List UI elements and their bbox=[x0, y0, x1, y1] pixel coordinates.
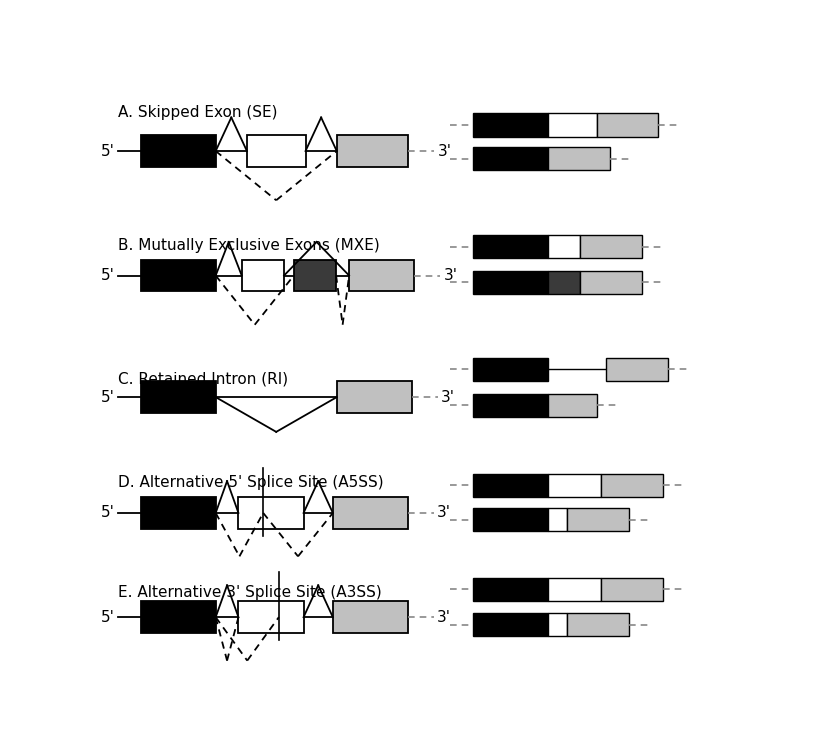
Text: 3': 3' bbox=[441, 390, 455, 405]
Text: 3': 3' bbox=[437, 610, 451, 625]
Bar bbox=[141, 381, 216, 413]
Bar bbox=[548, 147, 610, 170]
Bar bbox=[548, 474, 601, 497]
Bar bbox=[247, 135, 306, 167]
Text: 5': 5' bbox=[101, 390, 115, 405]
Bar bbox=[473, 578, 548, 601]
Bar bbox=[548, 271, 580, 294]
Text: 3': 3' bbox=[444, 268, 458, 283]
Bar bbox=[473, 613, 548, 636]
Bar bbox=[548, 578, 601, 601]
Bar bbox=[239, 497, 303, 529]
Text: 5': 5' bbox=[101, 505, 115, 520]
Text: C. Retained Intron (RI): C. Retained Intron (RI) bbox=[118, 371, 288, 386]
Bar bbox=[473, 393, 548, 417]
Bar bbox=[580, 271, 642, 294]
Bar bbox=[601, 474, 663, 497]
Bar bbox=[473, 474, 548, 497]
Bar bbox=[473, 147, 548, 170]
Text: B. Mutually Exclusive Exons (MXE): B. Mutually Exclusive Exons (MXE) bbox=[118, 238, 380, 253]
Bar bbox=[606, 358, 668, 381]
Bar bbox=[473, 271, 548, 294]
Bar bbox=[548, 508, 567, 532]
Bar bbox=[580, 235, 642, 258]
Bar bbox=[333, 602, 407, 633]
Bar bbox=[567, 613, 629, 636]
Bar bbox=[239, 602, 303, 633]
Bar bbox=[548, 613, 567, 636]
Bar bbox=[548, 114, 596, 137]
Bar bbox=[548, 393, 597, 417]
Text: 5': 5' bbox=[101, 144, 115, 159]
Text: 5': 5' bbox=[101, 268, 115, 283]
Bar bbox=[548, 235, 580, 258]
Bar bbox=[337, 381, 412, 413]
Text: 3': 3' bbox=[438, 144, 452, 159]
Bar bbox=[601, 578, 663, 601]
Bar bbox=[349, 259, 414, 292]
Bar bbox=[141, 602, 216, 633]
Bar bbox=[473, 235, 548, 258]
Bar bbox=[596, 114, 659, 137]
Bar bbox=[242, 259, 284, 292]
Bar bbox=[141, 497, 216, 529]
Text: D. Alternative 5' Splice Site (A5SS): D. Alternative 5' Splice Site (A5SS) bbox=[118, 475, 384, 490]
Bar bbox=[567, 508, 629, 532]
Text: E. Alternative 3' Splice Site (A3SS): E. Alternative 3' Splice Site (A3SS) bbox=[118, 585, 381, 600]
Text: A. Skipped Exon (SE): A. Skipped Exon (SE) bbox=[118, 105, 277, 120]
Bar bbox=[337, 135, 408, 167]
Bar bbox=[473, 358, 548, 381]
Text: 5': 5' bbox=[101, 610, 115, 625]
Bar bbox=[141, 135, 216, 167]
Text: 3': 3' bbox=[437, 505, 451, 520]
Bar bbox=[141, 259, 216, 292]
Bar bbox=[294, 259, 336, 292]
Bar bbox=[333, 497, 407, 529]
Bar bbox=[473, 114, 548, 137]
Bar bbox=[473, 508, 548, 532]
